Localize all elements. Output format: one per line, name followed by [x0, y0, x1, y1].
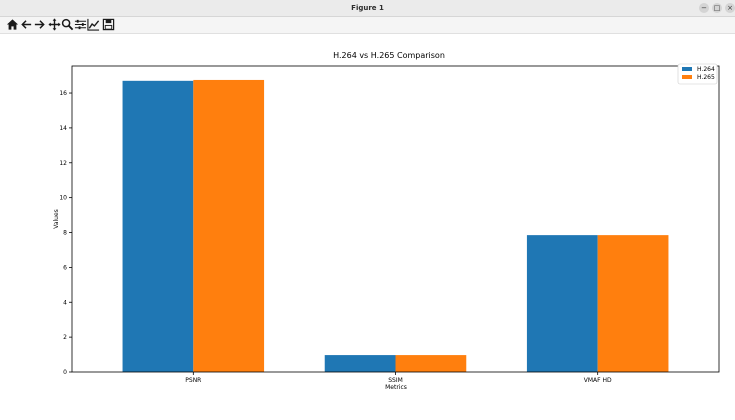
y-tick-label-4: 4 [63, 299, 67, 306]
configure-subplots-icon [74, 19, 87, 30]
x-axis-ticks: PSNR SSIM VMAF HD [185, 372, 612, 384]
edit-axis-icon [87, 18, 100, 31]
forward-arrow-icon [34, 20, 45, 29]
maximize-button[interactable]: □ [712, 3, 722, 13]
pan-icon [48, 18, 61, 31]
title-bar: Figure 1 − □ × [0, 0, 735, 17]
zoom-icon [61, 18, 74, 31]
home-button[interactable] [6, 18, 19, 31]
bar-h-265-ssim [395, 355, 467, 372]
bar-h-264-psnr [122, 80, 194, 373]
legend: H.264 H.265 [677, 63, 718, 85]
zoom-button[interactable] [61, 18, 74, 31]
minimize-button[interactable]: − [699, 3, 709, 13]
window-title: Figure 1 [351, 4, 384, 12]
bar-group [122, 79, 669, 373]
edit-axis-button[interactable] [87, 18, 100, 31]
x-tick-label-ssim: SSIM [388, 377, 403, 384]
y-tick-label-6: 6 [63, 264, 67, 271]
chart-title: H.264 vs H.265 Comparison [333, 51, 445, 60]
y-tick-label-8: 8 [63, 230, 67, 237]
legend-swatch-h264 [682, 67, 692, 71]
save-button[interactable] [102, 18, 115, 31]
pan-button[interactable] [48, 18, 61, 31]
bar-h-264-vmaf-hd [526, 235, 598, 372]
save-icon [102, 18, 115, 31]
y-tick-label-12: 12 [59, 160, 67, 167]
y-tick-label-2: 2 [63, 334, 67, 341]
forward-button[interactable] [33, 18, 46, 31]
home-icon [6, 19, 19, 30]
legend-label-h264: H.264 [697, 66, 715, 73]
y-tick-label-0: 0 [63, 369, 67, 376]
y-axis-ticks: 0 2 4 6 8 10 12 14 16 [59, 90, 72, 376]
close-button[interactable]: × [725, 3, 735, 13]
bar-h-265-vmaf-hd [597, 235, 669, 372]
back-arrow-icon [21, 20, 32, 29]
bar-h-264-ssim [324, 355, 396, 372]
plot-frame [71, 65, 720, 373]
chart-canvas: H.264 vs H.265 Comparison 0246810121416 … [53, 51, 720, 391]
bar-h-265-psnr [193, 79, 265, 372]
configure-subplots-button[interactable] [74, 18, 87, 31]
legend-label-h265: H.265 [697, 74, 715, 81]
y-tick-label-16: 16 [59, 90, 67, 97]
x-tick-label-psnr: PSNR [185, 377, 201, 384]
x-tick-label-vmaf-hd: VMAF HD [584, 377, 612, 384]
toolbar [0, 17, 735, 34]
y-tick-label-14: 14 [59, 125, 67, 132]
back-button[interactable] [20, 18, 33, 31]
legend-swatch-h265 [682, 75, 692, 79]
y-axis-label: Values [53, 209, 60, 229]
x-axis-label: Metrics [385, 384, 407, 391]
y-tick-label-10: 10 [59, 195, 67, 202]
